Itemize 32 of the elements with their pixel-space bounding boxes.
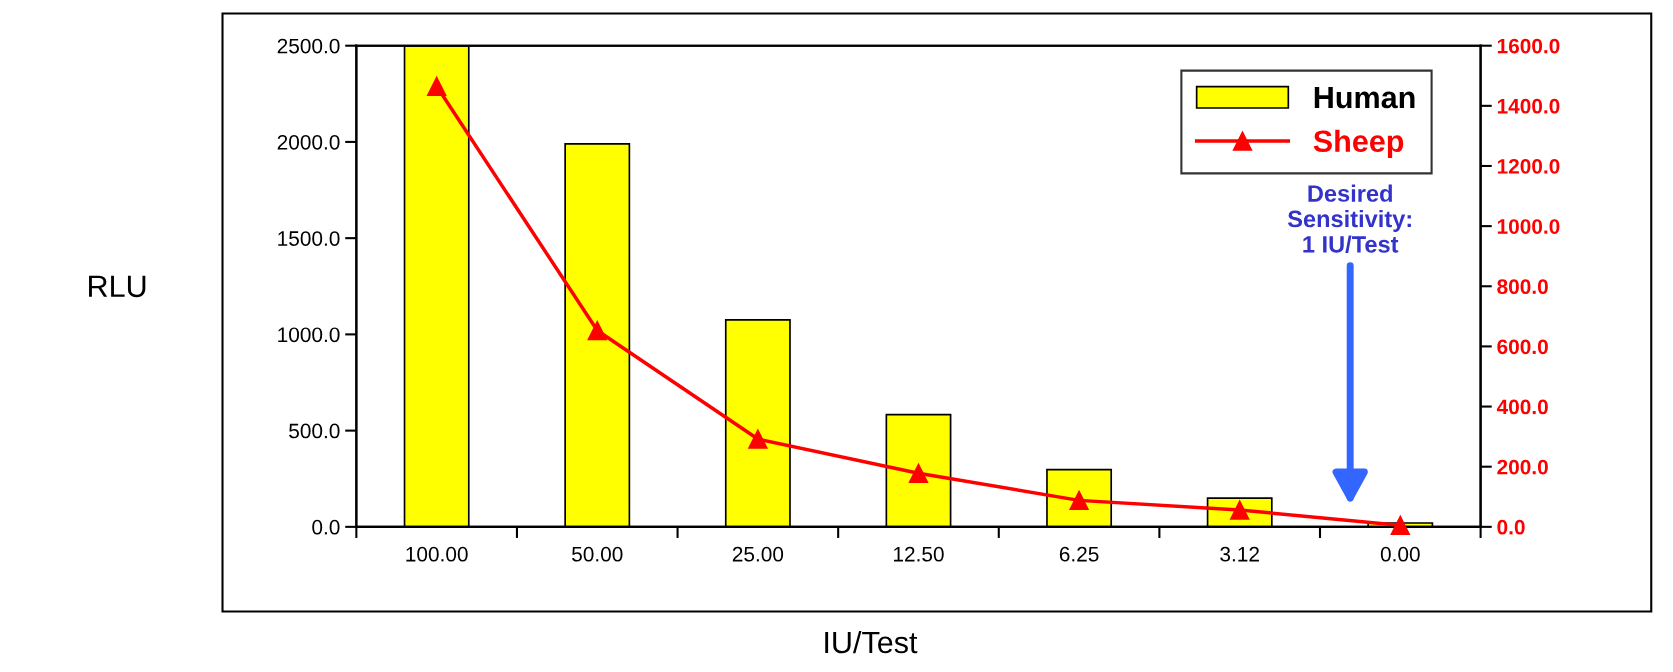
x-tick-label: 50.00 — [572, 546, 623, 562]
legend-label: Human — [1314, 87, 1415, 109]
y2-tick-label: 600.0 — [1497, 339, 1548, 355]
y-tick-label: 1000.0 — [278, 327, 340, 343]
y2-tick-label: 200.0 — [1497, 459, 1548, 475]
x-tick-label: 3.12 — [1220, 546, 1259, 562]
y-tick-label: 1500.0 — [278, 231, 340, 246]
x-tick-label: 12.50 — [894, 546, 944, 562]
y-axis-title: RLU — [89, 275, 146, 298]
legend-label: Sheep — [1313, 129, 1404, 159]
x-axis-title: IU/Test — [825, 630, 918, 654]
point — [1390, 515, 1411, 536]
x-tick-label: 25.00 — [732, 546, 784, 562]
y-tick-label: 2000.0 — [277, 134, 340, 150]
y-tick-label: 500.0 — [289, 423, 340, 439]
y-tick-label: 0.0 — [312, 519, 340, 535]
y2-tick-label: 1000.0 — [1497, 219, 1560, 234]
y-tick-label: 2500.0 — [277, 38, 340, 54]
annotation: Desired Sensitivity: 1 IU/Test — [1287, 184, 1411, 253]
point — [587, 320, 607, 341]
point — [426, 76, 447, 97]
y2-tick-label: 800.0 — [1497, 279, 1548, 295]
point — [908, 463, 929, 484]
y2-tick-label: 1400.0 — [1497, 98, 1560, 114]
point — [748, 429, 768, 449]
x-tick-label: 100.00 — [406, 546, 468, 562]
x-tick-label: 6.25 — [1059, 546, 1099, 562]
y2-tick-label: 1200.0 — [1497, 158, 1560, 174]
y2-tick-label: 0.0 — [1497, 519, 1525, 535]
y2-tick-label: 1600.0 — [1497, 38, 1560, 54]
x-tick-label: 0.00 — [1380, 546, 1420, 562]
y2-tick-label: 400.0 — [1496, 399, 1548, 415]
